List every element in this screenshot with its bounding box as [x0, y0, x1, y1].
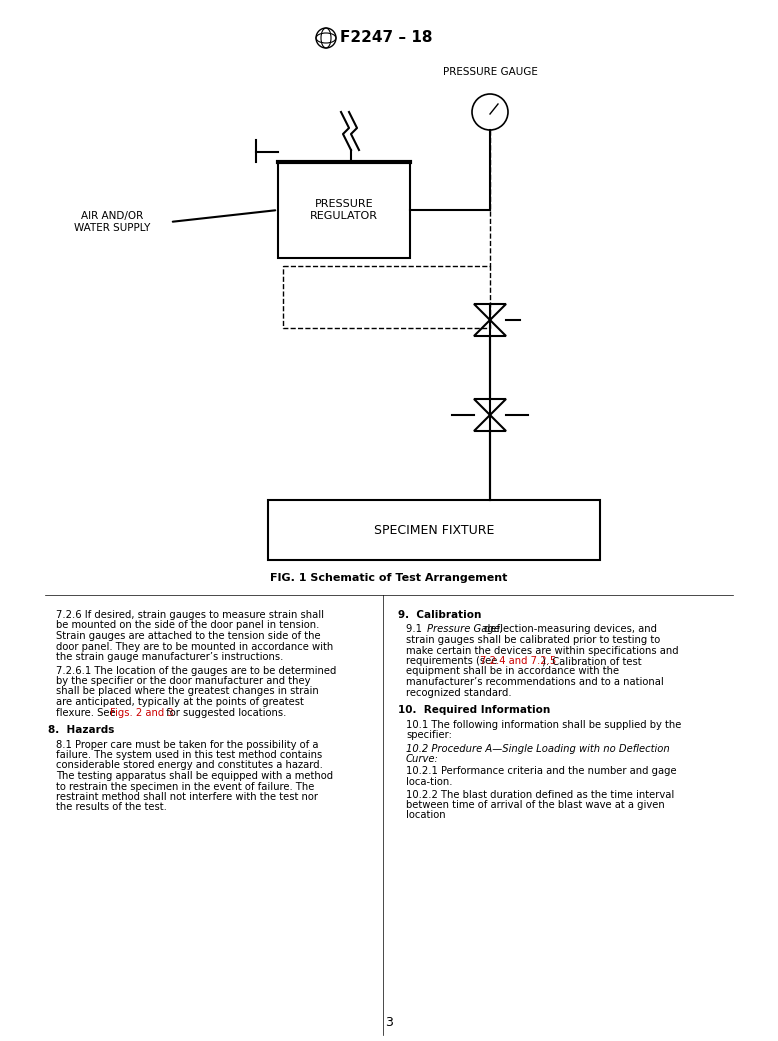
- Text: be mounted on the side of the door panel in tension.: be mounted on the side of the door panel…: [56, 620, 320, 631]
- Text: requirements (see: requirements (see: [406, 656, 500, 666]
- Text: the results of the test.: the results of the test.: [56, 803, 166, 812]
- Text: between time of arrival of the blast wave at a given: between time of arrival of the blast wav…: [406, 799, 664, 810]
- Text: 8.  Hazards: 8. Hazards: [48, 725, 114, 735]
- Text: 10.2.2 The blast duration defined as the time interval: 10.2.2 The blast duration defined as the…: [406, 789, 675, 799]
- Text: 9.  Calibration: 9. Calibration: [398, 610, 482, 620]
- Text: 10.2.1 Performance criteria and the number and gage: 10.2.1 Performance criteria and the numb…: [406, 766, 677, 777]
- Text: 7.2.6 If desired, strain gauges to measure strain shall: 7.2.6 If desired, strain gauges to measu…: [56, 610, 324, 620]
- Text: 10.2 Procedure A—Single Loading with no Deflection: 10.2 Procedure A—Single Loading with no …: [406, 743, 670, 754]
- Text: 8.1 Proper care must be taken for the possibility of a: 8.1 Proper care must be taken for the po…: [56, 739, 318, 750]
- Text: F2247 – 18: F2247 – 18: [340, 30, 433, 46]
- Text: equipment shall be in accordance with the: equipment shall be in accordance with th…: [406, 666, 619, 677]
- Text: restraint method shall not interfere with the test nor: restraint method shall not interfere wit…: [56, 792, 318, 802]
- Text: failure. The system used in this test method contains: failure. The system used in this test me…: [56, 750, 322, 760]
- Text: ). Calibration of test: ). Calibration of test: [542, 656, 642, 666]
- Text: manufacturer’s recommendations and to a national: manufacturer’s recommendations and to a …: [406, 677, 664, 687]
- Text: Strain gauges are attached to the tension side of the: Strain gauges are attached to the tensio…: [56, 631, 321, 641]
- Text: 7.2.6.1 The location of the gauges are to be determined: 7.2.6.1 The location of the gauges are t…: [56, 665, 336, 676]
- Text: for suggested locations.: for suggested locations.: [163, 708, 286, 717]
- Text: The testing apparatus shall be equipped with a method: The testing apparatus shall be equipped …: [56, 771, 333, 781]
- Text: 9.1: 9.1: [406, 625, 428, 635]
- Text: 10.  Required Information: 10. Required Information: [398, 705, 550, 715]
- Text: 7.2.4 and 7.2.5: 7.2.4 and 7.2.5: [480, 656, 556, 666]
- Text: by the specifier or the door manufacturer and they: by the specifier or the door manufacture…: [56, 676, 310, 686]
- Text: make certain the devices are within specifications and: make certain the devices are within spec…: [406, 645, 678, 656]
- Text: 3: 3: [385, 1016, 393, 1029]
- Text: are anticipated, typically at the points of greatest: are anticipated, typically at the points…: [56, 697, 304, 707]
- Text: loca-tion.: loca-tion.: [406, 777, 453, 787]
- Text: FIG. 1 Schematic of Test Arrangement: FIG. 1 Schematic of Test Arrangement: [270, 573, 508, 583]
- Text: Pressure Gage,: Pressure Gage,: [426, 625, 503, 635]
- Text: door panel. They are to be mounted in accordance with: door panel. They are to be mounted in ac…: [56, 641, 333, 652]
- Text: shall be placed where the greatest changes in strain: shall be placed where the greatest chang…: [56, 686, 319, 696]
- Text: SPECIMEN FIXTURE: SPECIMEN FIXTURE: [373, 524, 494, 536]
- Text: considerable stored energy and constitutes a hazard.: considerable stored energy and constitut…: [56, 761, 323, 770]
- Text: location: location: [406, 811, 446, 820]
- Text: Figs. 2 and 3: Figs. 2 and 3: [110, 708, 173, 717]
- Text: strain gauges shall be calibrated prior to testing to: strain gauges shall be calibrated prior …: [406, 635, 661, 645]
- Text: deflection-measuring devices, and: deflection-measuring devices, and: [484, 625, 657, 635]
- Text: recognized standard.: recognized standard.: [406, 687, 512, 697]
- Text: 10.1 The following information shall be supplied by the: 10.1 The following information shall be …: [406, 719, 682, 730]
- Text: AIR AND/OR
WATER SUPPLY: AIR AND/OR WATER SUPPLY: [74, 211, 150, 233]
- Text: flexure. See: flexure. See: [56, 708, 119, 717]
- Text: Curve:: Curve:: [406, 754, 439, 764]
- Text: specifier:: specifier:: [406, 730, 452, 740]
- Text: PRESSURE
REGULATOR: PRESSURE REGULATOR: [310, 199, 378, 221]
- Text: PRESSURE GAUGE: PRESSURE GAUGE: [443, 67, 538, 77]
- Text: the strain gauge manufacturer’s instructions.: the strain gauge manufacturer’s instruct…: [56, 652, 283, 662]
- Text: to restrain the specimen in the event of failure. The: to restrain the specimen in the event of…: [56, 782, 314, 791]
